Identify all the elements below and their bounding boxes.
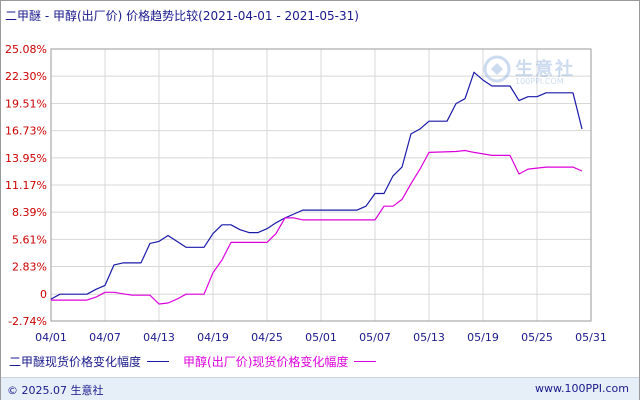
x-tick-label: 05/07: [359, 331, 391, 344]
y-tick-label: 19.51%: [5, 97, 47, 110]
x-tick-label: 04/01: [35, 331, 67, 344]
x-tick-label: 04/13: [143, 331, 175, 344]
y-tick-label: 22.30%: [5, 70, 47, 83]
x-tick-label: 04/19: [197, 331, 229, 344]
y-tick-label: -2.74%: [8, 315, 47, 328]
x-tick-label: 04/07: [89, 331, 121, 344]
x-tick-label: 05/25: [521, 331, 553, 344]
legend-swatch-series1: [147, 360, 170, 362]
legend: 二甲醚现货价格变化幅度 甲醇(出厂价)现货价格变化幅度: [9, 353, 390, 369]
chart-title: 二甲醚 - 甲醇(出厂价) 价格趋势比较(2021-04-01 - 2021-0…: [5, 9, 359, 23]
legend-label-series1: 二甲醚现货价格变化幅度: [9, 354, 142, 369]
legend-item-series2: 甲醇(出厂价)现货价格变化幅度: [183, 353, 377, 370]
legend-swatch-series2: [354, 360, 377, 362]
x-tick-label: 05/31: [575, 331, 607, 344]
x-tick-label: 04/25: [251, 331, 283, 344]
y-tick-label: 5.61%: [12, 233, 47, 246]
series-line-2: [51, 149, 583, 305]
chart-plot: 25.08% 22.30% 19.51% 16.73% 13.95% 11.17% 8.39…: [5, 43, 607, 344]
x-tick-label: 05/01: [305, 331, 337, 344]
y-tick-label: 8.39%: [12, 206, 47, 219]
legend-item-series1: 二甲醚现货价格变化幅度: [9, 353, 170, 370]
footer: © 2025.07 生意社 www.100PPI.com: [1, 377, 639, 400]
y-tick-label: 13.95%: [5, 152, 47, 165]
x-tick-label: 05/13: [413, 331, 445, 344]
footer-copyright: © 2025.07 生意社: [7, 384, 104, 397]
footer-site-link[interactable]: www.100PPI.com: [535, 382, 629, 395]
y-tick-label: 16.73%: [5, 125, 47, 138]
plot-border: [50, 48, 592, 322]
legend-label-series2: 甲醇(出厂价)现货价格变化幅度: [183, 354, 349, 369]
series-line-1: [50, 71, 583, 300]
x-tick-label: 05/19: [467, 331, 499, 344]
y-tick-label: 11.17%: [5, 179, 47, 192]
y-tick-label: 25.08%: [5, 43, 47, 56]
y-tick-label: 2.83%: [12, 261, 47, 274]
y-tick-label: 0: [40, 288, 47, 301]
